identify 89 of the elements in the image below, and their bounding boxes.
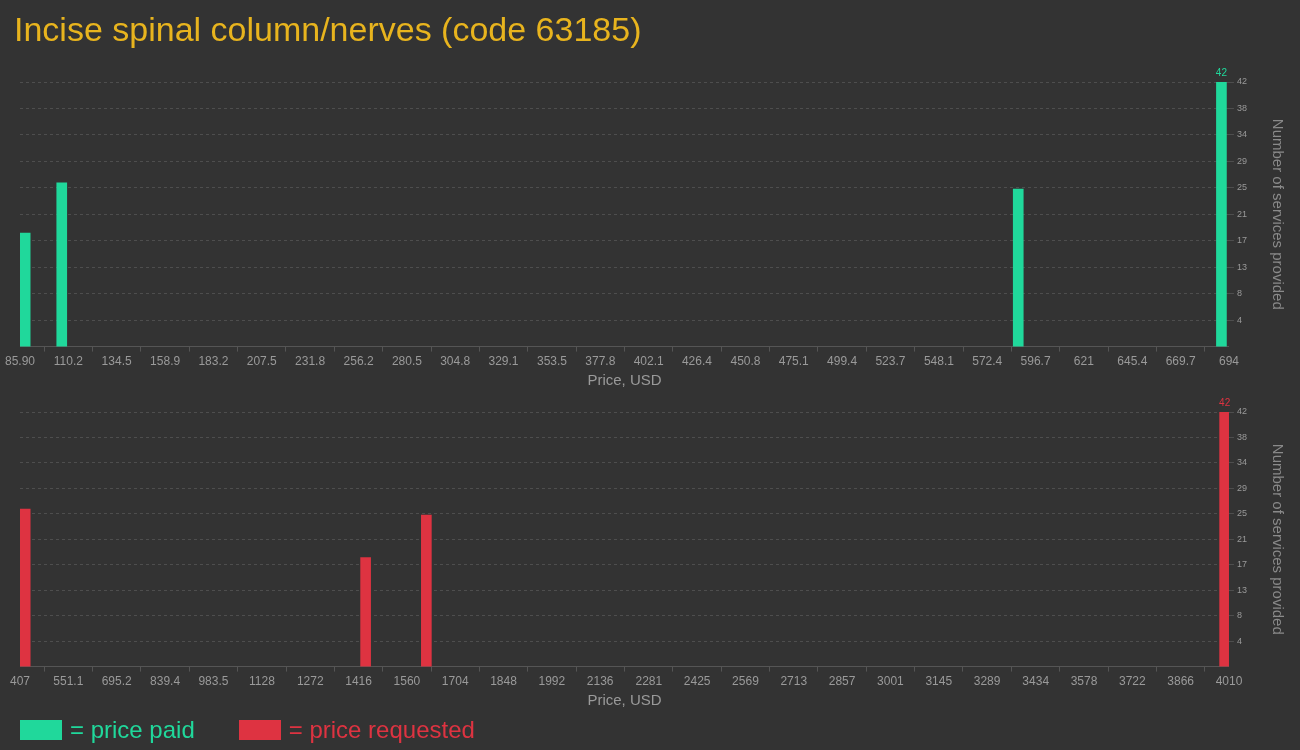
x-tick-label: 402.1 <box>633 354 664 369</box>
x-tick-label: 596.7 <box>1020 354 1051 369</box>
x-tick-label: 695.2 <box>101 674 133 689</box>
x-tick-label: 2857 <box>828 674 856 689</box>
bar <box>20 508 31 667</box>
x-tick-label: 2713 <box>780 674 808 689</box>
x-tick-label: 572.4 <box>972 354 1003 369</box>
x-tick-label: 426.4 <box>681 354 713 369</box>
x-tick-label: 669.7 <box>1165 354 1197 369</box>
y-tick-label: 17 <box>1236 559 1247 570</box>
x-tick-label: 280.5 <box>391 354 423 369</box>
x-tick-label: 1128 <box>249 674 276 689</box>
x-tick-label: 329.1 <box>488 354 519 369</box>
x-axis-title: Price, USD <box>587 371 662 389</box>
x-tick-label: 2425 <box>683 674 711 689</box>
y-tick-label: 17 <box>1236 235 1247 246</box>
x-tick-label: 2569 <box>732 674 760 689</box>
y-tick-label: 13 <box>1236 584 1247 595</box>
x-tick-label: 1560 <box>393 674 421 689</box>
x-tick-label: 353.5 <box>537 354 568 369</box>
x-tick-label: 499.4 <box>827 354 858 369</box>
data-label: 42 <box>1215 66 1228 78</box>
y-tick-label: 21 <box>1236 533 1247 544</box>
x-tick-label: 183.2 <box>198 354 229 369</box>
y-tick-label: 34 <box>1236 129 1247 140</box>
y-tick-label: 42 <box>1236 406 1247 417</box>
x-axis-title: Price, USD <box>587 691 662 709</box>
y-tick-label: 38 <box>1236 431 1247 442</box>
x-tick-label: 2136 <box>586 674 614 689</box>
chart-title: Incise spinal column/nerves (code 63185) <box>13 9 643 50</box>
bar <box>56 182 68 347</box>
x-tick-label: 551.1 <box>53 674 84 689</box>
x-tick-label: 256.2 <box>343 354 374 369</box>
x-tick-label: 694 <box>1218 354 1240 369</box>
x-tick-label: 3145 <box>925 674 953 689</box>
x-tick-label: 621 <box>1073 354 1095 369</box>
y-tick-label: 42 <box>1236 76 1247 87</box>
y-tick-label: 21 <box>1236 208 1247 219</box>
x-tick-label: 231.8 <box>295 354 326 369</box>
y-tick-label: 34 <box>1236 457 1247 468</box>
x-tick-label: 3289 <box>973 674 1001 689</box>
x-tick-label: 1272 <box>296 674 324 689</box>
x-tick-label: 839.4 <box>150 674 181 689</box>
y-tick-label: 29 <box>1236 155 1247 166</box>
x-tick-label: 3578 <box>1070 674 1098 689</box>
y-tick-label: 38 <box>1236 102 1247 113</box>
data-label: 42 <box>1219 396 1231 408</box>
x-tick-label: 3866 <box>1167 674 1195 689</box>
x-tick-label: 3434 <box>1022 674 1050 689</box>
x-tick-label: 983.5 <box>198 674 229 689</box>
bar <box>421 514 432 667</box>
x-tick-label: 4010 <box>1215 674 1243 689</box>
x-tick-label: 407 <box>9 674 31 689</box>
x-tick-label: 110.2 <box>53 354 84 369</box>
x-tick-label: 3722 <box>1119 674 1147 689</box>
x-tick-label: 3001 <box>877 674 905 689</box>
y-axis-title: Number of services provided <box>1269 118 1287 310</box>
x-tick-label: 548.1 <box>923 354 955 369</box>
y-tick-label: 8 <box>1236 610 1242 621</box>
x-tick-label: 645.4 <box>1117 354 1148 369</box>
y-axis-title: Number of services provided <box>1269 443 1287 635</box>
x-tick-label: 523.7 <box>875 354 906 369</box>
x-tick-label: 158.9 <box>150 354 181 369</box>
x-tick-label: 475.1 <box>778 354 810 369</box>
y-tick-label: 29 <box>1236 482 1247 493</box>
x-tick-label: 304.8 <box>440 354 471 369</box>
x-tick-label: 1416 <box>345 674 373 689</box>
y-tick-label: 4 <box>1236 635 1242 646</box>
bar <box>1219 412 1229 667</box>
x-tick-label: 207.5 <box>246 354 278 369</box>
x-tick-label: 1704 <box>441 674 469 689</box>
x-tick-label: 377.8 <box>585 354 616 369</box>
x-tick-label: 85.90 <box>4 354 36 369</box>
x-tick-label: 1992 <box>538 674 566 689</box>
y-tick-label: 25 <box>1236 508 1247 519</box>
x-tick-label: 450.8 <box>730 354 761 369</box>
bar <box>360 557 371 667</box>
y-tick-label: 13 <box>1236 261 1247 272</box>
bar <box>1216 82 1227 347</box>
x-tick-label: 2281 <box>635 674 663 689</box>
bar <box>20 232 31 347</box>
y-tick-label: 8 <box>1236 288 1242 299</box>
x-tick-label: 134.5 <box>101 354 132 369</box>
y-tick-label: 4 <box>1236 314 1242 325</box>
bar <box>1012 188 1024 347</box>
y-tick-label: 25 <box>1236 182 1247 193</box>
x-tick-label: 1848 <box>490 674 518 689</box>
legend-label: = price requested <box>288 716 475 744</box>
legend-label: = price paid <box>70 716 195 744</box>
